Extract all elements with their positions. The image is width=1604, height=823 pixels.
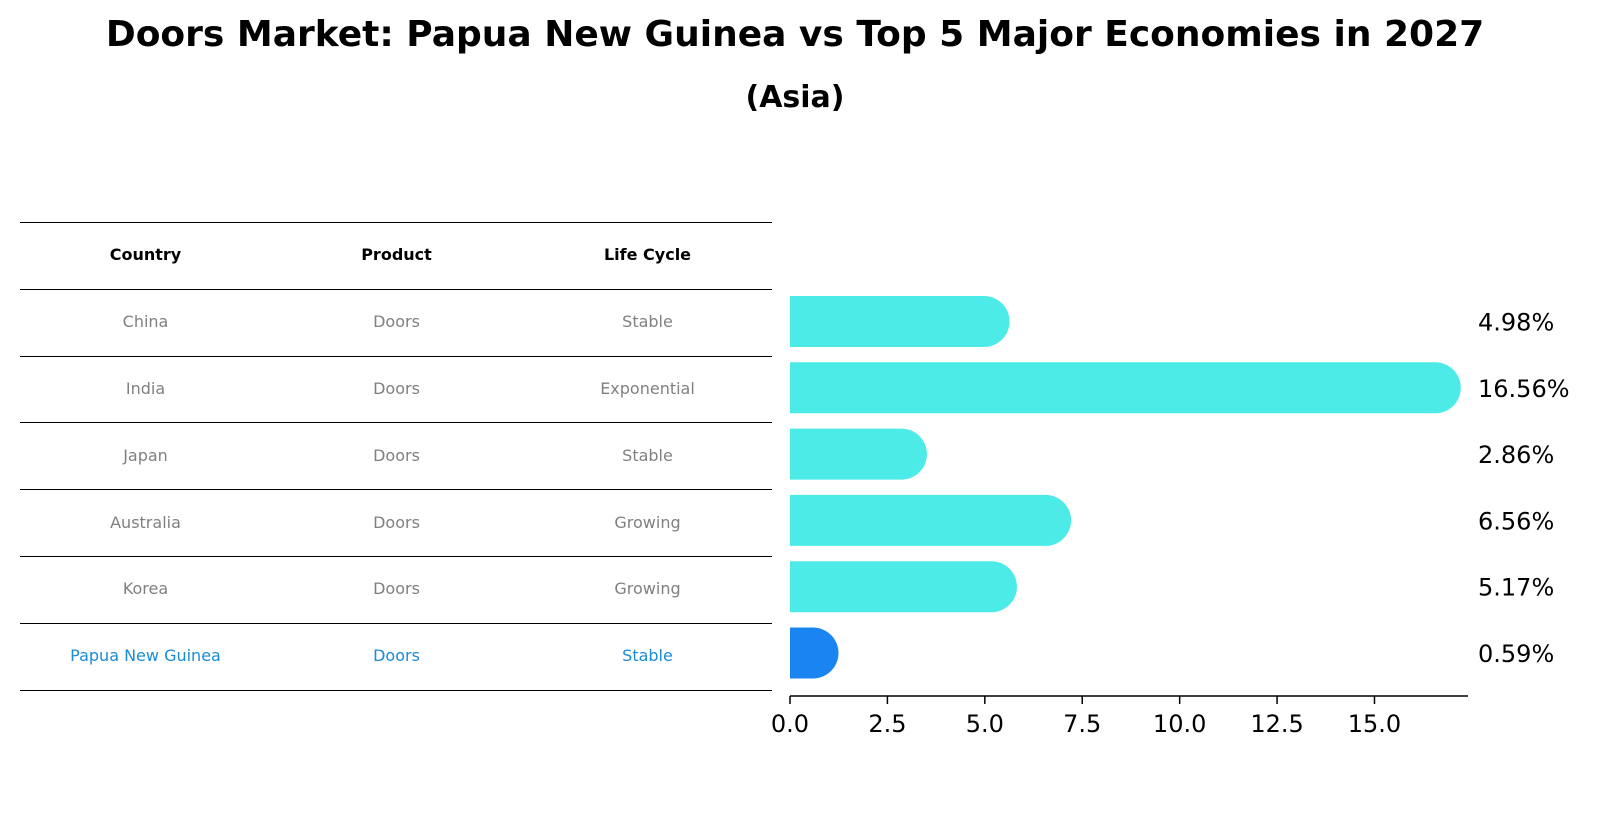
table-rule: [20, 556, 772, 557]
data-label-china: 4.98%: [1478, 309, 1554, 337]
table-rule: [20, 489, 772, 491]
table-rule: [20, 689, 772, 691]
cell-country: Papua New Guinea: [70, 646, 221, 666]
data-label-korea: 5.17%: [1478, 574, 1554, 602]
data-label-papua-new-guinea: 0.59%: [1478, 640, 1554, 668]
cell-life-cycle: Growing: [614, 579, 681, 599]
x-tick-label: 10.0: [1153, 710, 1206, 738]
table-rule: [20, 222, 772, 223]
bar-australia: [790, 494, 1072, 546]
cell-country: China: [122, 312, 169, 332]
cell-life-cycle: Stable: [622, 312, 673, 332]
cell-country: Australia: [110, 512, 181, 532]
data-label-japan: 2.86%: [1478, 441, 1554, 469]
cell-product: Doors: [373, 512, 420, 532]
cell-life-cycle: Stable: [622, 646, 673, 666]
bar-china: [790, 296, 1010, 347]
x-tick-label: 12.5: [1250, 710, 1303, 738]
cell-country: Korea: [122, 579, 169, 599]
x-tick-label: 2.5: [868, 710, 906, 738]
cell-product: Doors: [373, 312, 420, 332]
cell-life-cycle: Growing: [614, 512, 681, 532]
table-rule: [20, 622, 772, 624]
x-tick-label: 0.0: [771, 710, 809, 738]
cell-country: Japan: [123, 445, 168, 465]
x-tick-label: 15.0: [1348, 710, 1401, 738]
cell-life-cycle: Exponential: [600, 379, 695, 398]
x-tick-label: 7.5: [1063, 710, 1101, 738]
header-life-cycle: Life Cycle: [603, 245, 692, 265]
x-tick-label: 5.0: [966, 710, 1004, 738]
table-rule: [20, 355, 772, 357]
chart-subtitle: (Asia): [745, 80, 845, 115]
cell-product: Doors: [373, 646, 420, 666]
bar-papua-new-guinea: [790, 627, 839, 679]
header-product: Product: [361, 245, 432, 265]
bar-india: [790, 362, 1461, 414]
bar-japan: [790, 428, 927, 480]
data-label-india: 16.56%: [1478, 375, 1570, 403]
cell-country: India: [125, 379, 166, 398]
header-country: Country: [109, 245, 182, 265]
cell-product: Doors: [373, 379, 420, 398]
table-rule: [20, 422, 772, 424]
table-rule: [20, 288, 772, 290]
bar-korea: [790, 561, 1017, 613]
cell-life-cycle: Stable: [622, 445, 673, 465]
data-label-australia: 6.56%: [1478, 507, 1554, 535]
cell-product: Doors: [373, 579, 420, 599]
cell-product: Doors: [373, 445, 420, 465]
chart-title: Doors Market: Papua New Guinea vs Top 5 …: [105, 14, 1485, 55]
